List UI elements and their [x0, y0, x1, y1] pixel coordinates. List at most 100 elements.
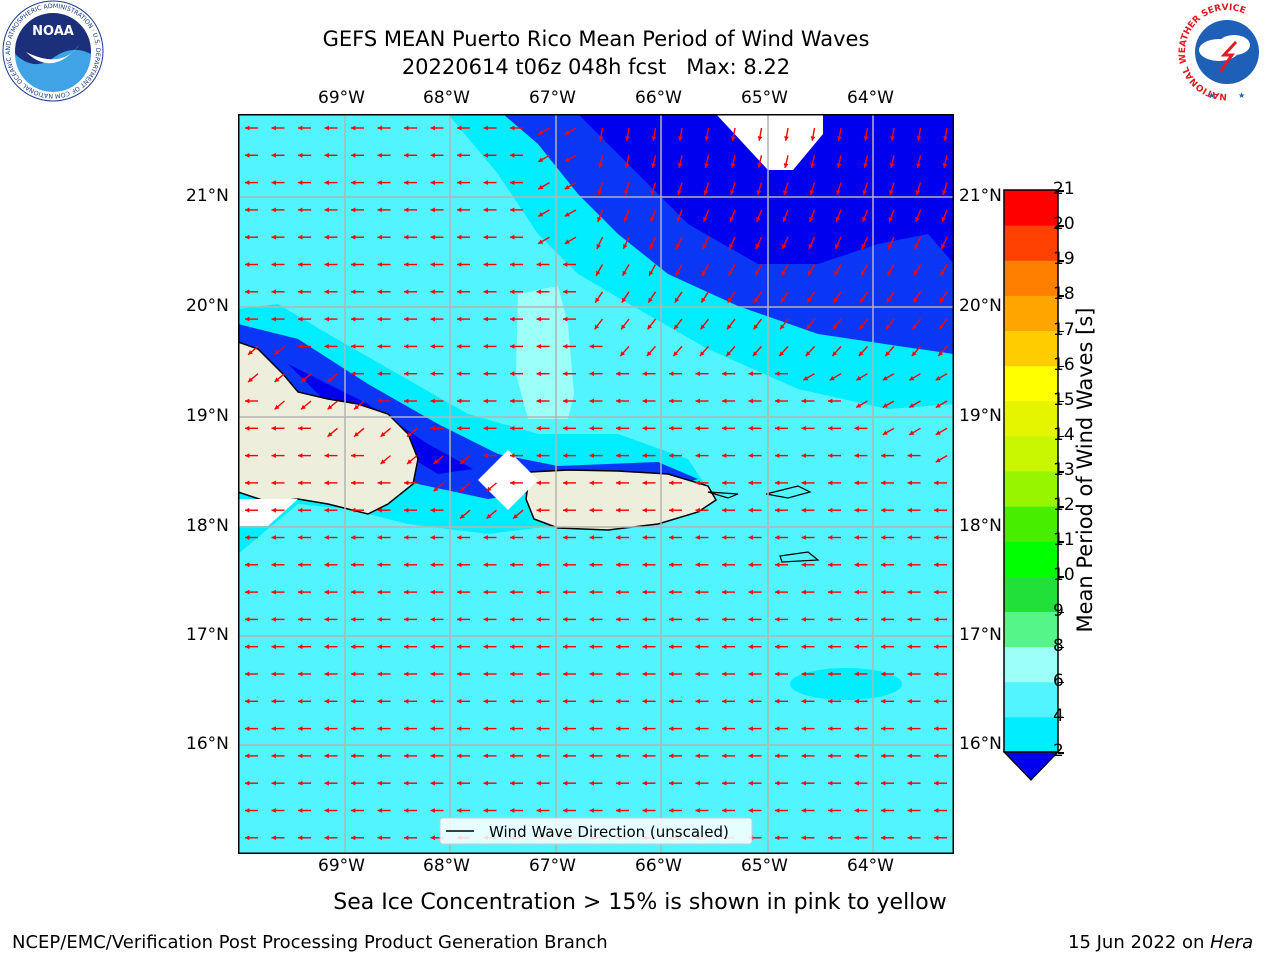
lon-tick-top: 66°W [635, 88, 682, 108]
wave-direction-arrowhead [327, 431, 333, 437]
wave-direction-arrowhead [510, 480, 515, 486]
wave-direction-arrowhead [404, 808, 409, 813]
lat-tick-right: 21°N [959, 186, 1002, 206]
lon-tick-bottom: 65°W [741, 856, 788, 876]
wave-direction-arrowhead [779, 351, 785, 357]
wave-direction-arrowhead [563, 425, 568, 431]
wave-direction-arrowhead [854, 780, 859, 786]
wave-direction-arrowhead [483, 617, 488, 622]
wave-direction-arrowhead [298, 125, 303, 131]
wave-direction-arrowhead [351, 207, 356, 213]
wave-direction-arrowhead [536, 371, 541, 377]
wave-direction-arrowhead [784, 136, 789, 141]
wave-direction-arrowhead [882, 430, 888, 435]
wave-direction-arrowhead [430, 589, 435, 595]
wave-direction-arrowhead [907, 453, 912, 458]
wave-direction-arrowhead [642, 425, 647, 431]
colorbar-tick: 19 [1053, 249, 1075, 270]
wave-direction-arrowhead [700, 324, 706, 330]
wave-direction-arrowhead [775, 453, 780, 458]
wave-direction-arrowhead [806, 324, 812, 330]
wave-direction-arrowhead [404, 617, 409, 622]
wave-direction-arrowhead [486, 486, 492, 492]
wave-direction-arrowhead [430, 316, 435, 322]
wave-direction-arrowhead [854, 835, 859, 841]
wave-direction-arrowhead [801, 698, 806, 704]
wave-direction-arrowhead [380, 431, 386, 437]
wave-direction-arrowhead [536, 480, 541, 486]
wave-direction-arrowhead [351, 589, 356, 595]
wave-direction-arrowhead [730, 190, 735, 196]
wave-direction-arrowhead [888, 243, 893, 249]
wave-direction-arrowhead [678, 136, 683, 141]
wave-direction-arrowhead [538, 130, 544, 135]
wave-direction-arrowhead [457, 180, 462, 185]
wave-direction-arrowhead [457, 316, 462, 322]
wave-direction-arrowhead [907, 617, 912, 622]
wave-direction-arrowhead [775, 507, 780, 513]
wave-direction-arrowhead [856, 375, 862, 381]
wave-direction-arrowhead [433, 459, 439, 464]
wave-direction-arrowhead [881, 726, 886, 731]
wave-direction-arrowhead [563, 480, 568, 486]
wave-direction-arrowhead [404, 125, 409, 131]
wave-direction-arrowhead [722, 371, 727, 377]
wave-direction-arrowhead [457, 753, 462, 759]
wave-direction-arrowhead [351, 808, 356, 813]
colorbar-tick: 21 [1053, 179, 1075, 199]
nws-logo: NATIONAL WEATHER SERVICE ★ ★ [1174, 0, 1280, 104]
wave-direction-arrowhead [404, 562, 409, 568]
wave-direction-arrowhead [351, 726, 356, 731]
wave-direction-arrowhead [324, 262, 329, 267]
wave-direction-arrowhead [483, 535, 488, 540]
wave-direction-arrowhead [589, 453, 594, 458]
wave-direction-arrowhead [298, 207, 303, 213]
wave-direction-arrowhead [748, 617, 753, 622]
wave-direction-arrowhead [722, 535, 727, 540]
wave-direction-arrowhead [589, 753, 594, 759]
wave-direction-arrowhead [907, 726, 912, 731]
colorbar-tick-mark [1058, 295, 1064, 297]
wave-direction-arrowhead [324, 780, 329, 786]
wave-direction-arrowhead [510, 289, 515, 295]
wave-direction-arrowhead [271, 234, 276, 240]
wave-direction-arrowhead [298, 698, 303, 704]
wave-direction-arrowhead [727, 297, 733, 303]
wave-direction-arrowhead [271, 425, 276, 431]
wave-direction-arrowhead [404, 180, 409, 185]
wave-direction-arrowhead [803, 375, 809, 381]
wave-direction-arrowhead [748, 453, 753, 458]
wave-direction-arrowhead [748, 398, 753, 404]
wave-direction-arrowhead [271, 125, 276, 131]
wave-direction-arrowhead [563, 262, 568, 267]
wave-direction-arrowhead [510, 644, 515, 650]
wave-direction-arrowhead [377, 234, 382, 240]
wave-direction-arrowhead [351, 480, 356, 486]
wave-direction-arrowhead [916, 136, 922, 141]
wave-direction-arrowhead [404, 507, 409, 513]
wave-direction-arrowhead [510, 207, 515, 213]
wave-direction-arrowhead [597, 190, 603, 196]
wave-direction-arrowhead [377, 617, 382, 622]
wave-direction-arrowhead [695, 562, 700, 568]
wave-direction-arrowhead [834, 270, 839, 276]
wave-direction-arrowhead [245, 726, 250, 731]
wave-direction-arrowhead [298, 316, 303, 322]
wave-direction-arrowhead [298, 535, 303, 540]
wave-direction-arrowhead [780, 297, 786, 303]
wave-direction-arrowhead [938, 351, 944, 357]
wave-direction-arrowhead [377, 289, 382, 295]
wave-direction-arrowhead [324, 125, 329, 131]
wave-direction-arrowhead [748, 780, 753, 786]
wave-direction-arrowhead [801, 753, 806, 759]
wave-direction-arrowhead [854, 535, 859, 540]
wave-direction-arrowhead [854, 726, 859, 731]
wave-direction-arrowhead [324, 507, 329, 513]
lon-tick-top: 65°W [741, 88, 788, 108]
wave-direction-arrowhead [271, 535, 276, 540]
colorbar-tick: 6 [1053, 670, 1064, 691]
wave-direction-arrowhead [563, 453, 568, 458]
wave-direction-arrowhead [271, 507, 276, 513]
colorbar-tick: 12 [1053, 495, 1075, 516]
wave-direction-arrowhead [589, 425, 594, 431]
